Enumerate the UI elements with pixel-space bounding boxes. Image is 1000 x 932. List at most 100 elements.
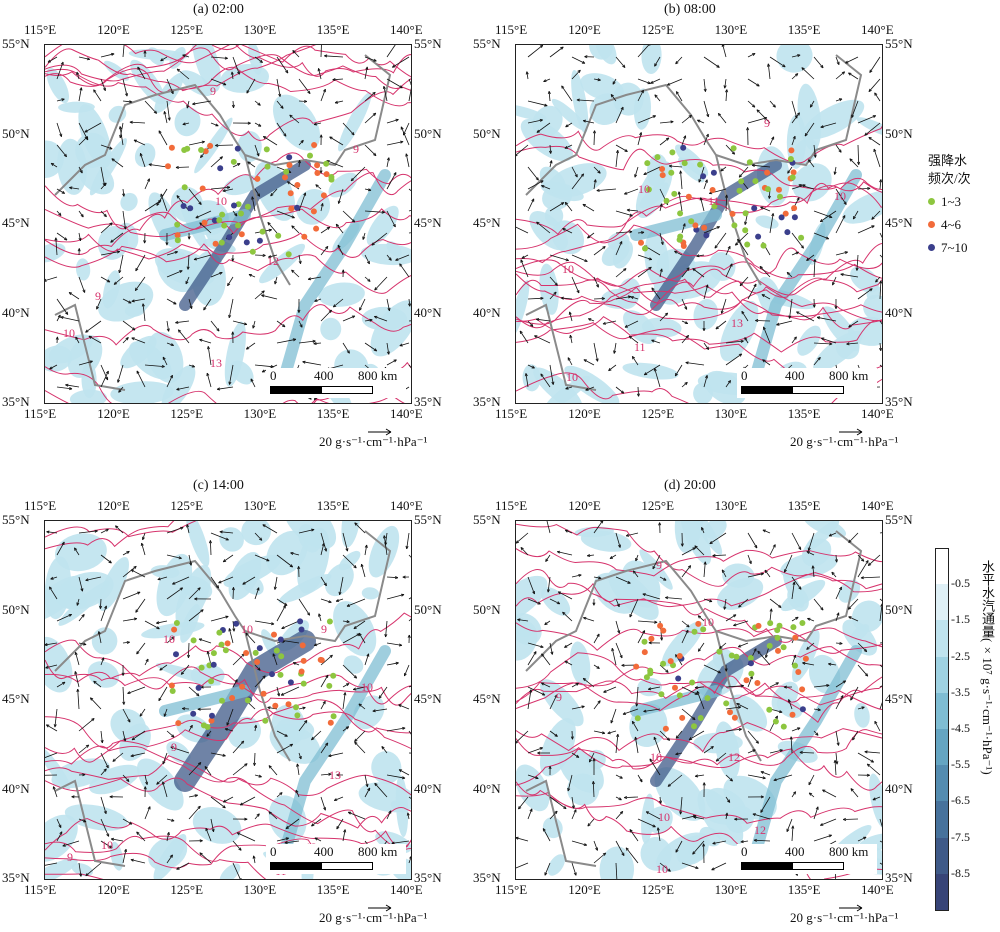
flux-vector <box>857 836 867 842</box>
flux-vector <box>339 576 344 595</box>
flux-vector <box>408 188 411 192</box>
station-marker <box>700 626 707 633</box>
lon-tick-label: 120°E <box>568 22 601 37</box>
flux-vector <box>848 532 859 543</box>
arrow-head-icon <box>723 85 727 89</box>
station-marker <box>644 160 651 167</box>
flux-shading <box>516 280 530 338</box>
arrow-head-icon <box>366 653 370 657</box>
flux-vector <box>722 45 727 58</box>
station-marker <box>243 650 250 656</box>
arrow-head-icon <box>694 774 699 778</box>
arrow-head-icon <box>565 386 569 390</box>
flux-vector <box>144 620 160 630</box>
flux-vector <box>593 179 596 190</box>
arrow-head-icon <box>60 61 64 66</box>
flux-vector <box>675 56 683 65</box>
flux-vector <box>298 192 306 212</box>
station-marker <box>259 228 266 235</box>
flux-vector <box>231 71 234 80</box>
flux-vector <box>318 613 322 622</box>
flux-vector <box>857 288 873 300</box>
arrow-head-icon <box>256 813 260 817</box>
scale-bar: 0 400 800 km <box>266 844 406 874</box>
arrow-head-icon <box>617 544 621 548</box>
arrow-head-icon <box>384 633 388 638</box>
flux-vector <box>703 100 709 118</box>
arrow-head-icon <box>682 223 686 227</box>
arrow-head-icon <box>285 70 289 74</box>
flux-vector <box>571 574 582 578</box>
arrow-head-icon <box>374 315 378 319</box>
flux-vector <box>813 834 832 842</box>
flux-vector <box>276 210 295 219</box>
flux-vector <box>56 61 64 80</box>
flux-vector <box>585 386 595 391</box>
flux-vector <box>122 188 125 197</box>
arrow-head-icon <box>567 787 571 792</box>
flux-vector <box>593 276 599 288</box>
flux-vector <box>408 78 411 86</box>
scale-bar-label: 0 <box>270 368 277 383</box>
arrow-head-icon <box>624 148 628 152</box>
legend-item: 1~3 <box>928 190 971 213</box>
station-marker <box>275 232 282 239</box>
arrow-head-icon <box>608 367 612 372</box>
flux-vector <box>386 642 402 646</box>
arrow-head-icon <box>225 537 229 541</box>
arrow-head-icon <box>634 174 638 178</box>
arrow-head-icon <box>516 153 518 157</box>
flux-vector <box>210 56 228 59</box>
scale-bar-filled <box>270 862 322 870</box>
flux-shading <box>155 663 221 686</box>
flux-vector <box>526 71 529 80</box>
arrow-head-icon <box>631 720 635 725</box>
flux-vector <box>318 68 322 80</box>
arrow-head-icon <box>139 153 143 157</box>
arrow-head-icon <box>647 81 651 85</box>
flux-vector <box>100 598 102 609</box>
station-marker <box>184 145 191 152</box>
flux-vector <box>725 380 731 388</box>
flux-shading <box>75 258 91 281</box>
flux-vector <box>254 532 263 541</box>
station-marker <box>271 631 277 638</box>
flux-vector <box>659 730 670 741</box>
arrow-head-icon <box>597 78 601 82</box>
arrow-head-icon <box>50 162 55 167</box>
arrow-head-icon <box>820 64 824 69</box>
flux-vector <box>835 56 840 65</box>
arrow-head-icon <box>257 102 261 106</box>
flux-vector <box>313 122 322 125</box>
flux-vector <box>166 342 174 346</box>
flux-vector <box>320 796 326 811</box>
flux-vector <box>852 730 859 741</box>
arrow-head-icon <box>816 316 821 320</box>
flux-vector <box>162 752 168 765</box>
flux-vector <box>583 359 595 366</box>
flux-vector <box>56 386 73 390</box>
arrow-head-icon <box>200 609 204 613</box>
arrow-head-icon <box>45 278 47 282</box>
arrow-head-icon <box>133 139 138 143</box>
flux-vector <box>769 136 775 146</box>
flux-vector <box>408 730 411 735</box>
flux-vector <box>140 153 146 168</box>
flux-vector <box>232 840 242 851</box>
flux-vector <box>314 837 322 842</box>
arrow-head-icon <box>49 366 53 370</box>
flux-vector <box>879 685 882 688</box>
arrow-head-icon <box>679 170 683 174</box>
flux-shading <box>641 45 662 75</box>
flux-vector <box>819 210 837 223</box>
flux-vector <box>562 228 573 234</box>
arrow-head-icon <box>373 58 377 62</box>
flux-shading <box>154 72 184 114</box>
flux-vector <box>240 796 256 806</box>
flux-vector <box>399 342 410 347</box>
boundary-line <box>525 54 863 391</box>
flux-vector <box>374 782 388 798</box>
arrow-head-icon <box>129 120 133 124</box>
arrow-head-icon <box>189 305 193 309</box>
station-marker <box>180 203 187 209</box>
